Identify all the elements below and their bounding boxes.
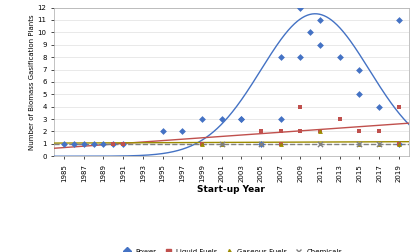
Point (376, 105, 382, 109)
Point (337, 117, 343, 121)
Point (356, 130, 363, 134)
Point (258, 142, 264, 146)
Point (198, 142, 205, 146)
Point (356, 142, 363, 146)
Point (238, 117, 245, 121)
Point (317, 18, 324, 22)
Point (297, 130, 304, 134)
Legend: Power, Liquid Fuels, Gaseous Fuels, Chemicals: Power, Liquid Fuels, Gaseous Fuels, Chem… (118, 246, 345, 252)
Point (277, 117, 284, 121)
Point (317, 43, 324, 47)
Point (120, 142, 126, 146)
Point (179, 130, 186, 134)
Point (395, 105, 402, 109)
Point (218, 117, 225, 121)
Y-axis label: Number of Biomass Gasification Plants: Number of Biomass Gasification Plants (29, 14, 35, 150)
Point (317, 130, 324, 134)
Point (258, 142, 264, 146)
Point (395, 142, 402, 146)
Point (218, 142, 225, 146)
Point (198, 117, 205, 121)
Point (120, 142, 126, 146)
Point (395, 142, 402, 146)
Point (297, 55, 304, 59)
Point (297, 6, 304, 10)
Point (238, 117, 245, 121)
Point (395, 142, 402, 146)
Point (277, 142, 284, 146)
Point (80, 142, 87, 146)
Point (90, 142, 97, 146)
Point (356, 68, 363, 72)
Point (356, 92, 363, 96)
Point (277, 142, 284, 146)
Point (70, 142, 77, 146)
Point (317, 130, 324, 134)
Point (376, 142, 382, 146)
Point (110, 142, 117, 146)
Point (198, 142, 205, 146)
Point (61, 142, 68, 146)
Point (356, 142, 363, 146)
Point (218, 142, 225, 146)
Point (307, 30, 314, 34)
Point (317, 130, 324, 134)
Point (277, 130, 284, 134)
Point (277, 55, 284, 59)
Point (376, 142, 382, 146)
Point (297, 105, 304, 109)
Point (337, 55, 343, 59)
Point (395, 18, 402, 22)
Point (100, 142, 107, 146)
Point (317, 142, 324, 146)
Point (159, 130, 166, 134)
Point (258, 130, 264, 134)
X-axis label: Start-up Year: Start-up Year (198, 185, 265, 194)
Point (110, 142, 117, 146)
Point (376, 130, 382, 134)
